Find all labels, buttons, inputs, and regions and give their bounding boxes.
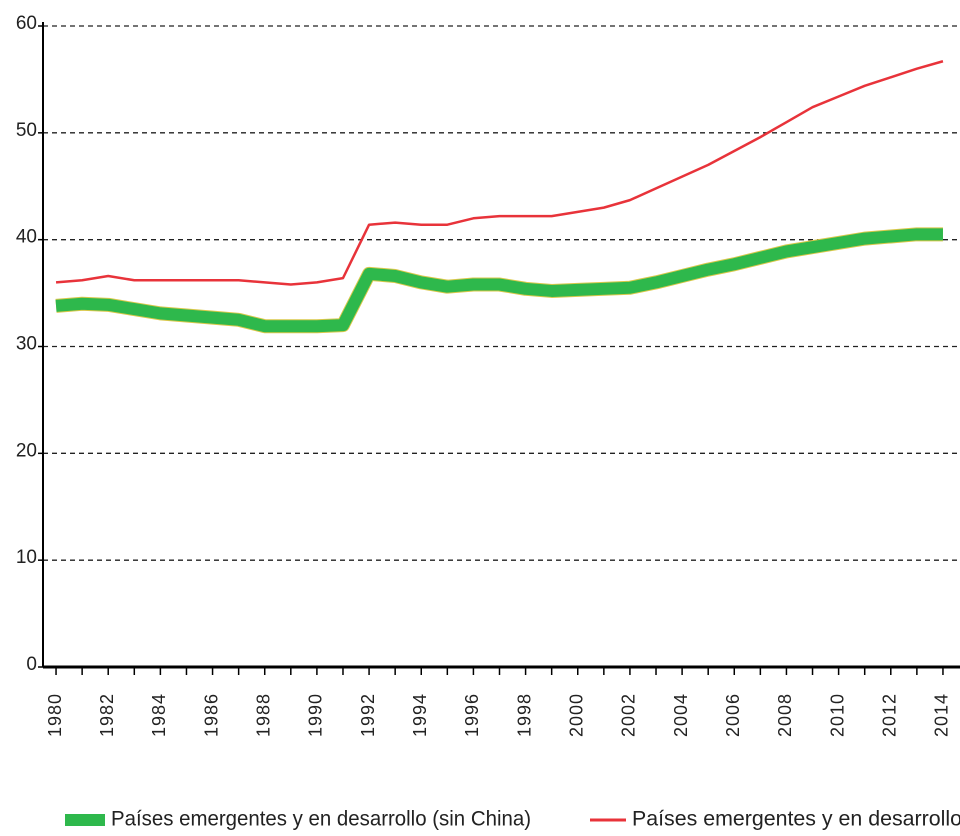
x-tick-label: 1986 (201, 693, 221, 737)
legend-label: Países emergentes y en desarrollo (632, 808, 960, 831)
x-tick-label: 1982 (97, 693, 117, 737)
x-tick-label: 1988 (253, 693, 273, 737)
x-tick-label: 1992 (358, 693, 378, 737)
x-tick-label: 2012 (880, 693, 900, 737)
x-tick-label: 2006 (723, 693, 743, 737)
y-tick-label: 20 (16, 440, 37, 461)
x-tick-label: 1998 (514, 693, 534, 737)
y-tick-label: 40 (16, 227, 37, 248)
x-tick-label: 1990 (306, 693, 326, 737)
x-tick-label: 2002 (619, 693, 639, 737)
series-line (55, 228, 943, 333)
legend-label: Países emergentes y en desarrollo (sin C… (111, 808, 531, 831)
series-line (55, 60, 944, 286)
y-tick-label: 60 (16, 13, 37, 34)
x-tick-label: 1996 (462, 693, 482, 737)
x-tick-label: 1994 (410, 693, 430, 737)
x-tick-label: 2014 (932, 693, 952, 737)
legend-swatch (65, 814, 105, 826)
y-tick-label: 50 (16, 120, 37, 141)
y-tick-label: 10 (16, 547, 37, 568)
x-tick-label: 2010 (827, 693, 847, 737)
y-tick-label: 30 (16, 334, 37, 355)
x-tick-label: 1980 (45, 693, 65, 737)
y-tick-label: 0 (26, 654, 37, 675)
x-tick-label: 2000 (567, 693, 587, 737)
x-tick-label: 1984 (149, 693, 169, 737)
x-tick-label: 2008 (775, 693, 795, 737)
x-tick-label: 2004 (671, 693, 691, 737)
